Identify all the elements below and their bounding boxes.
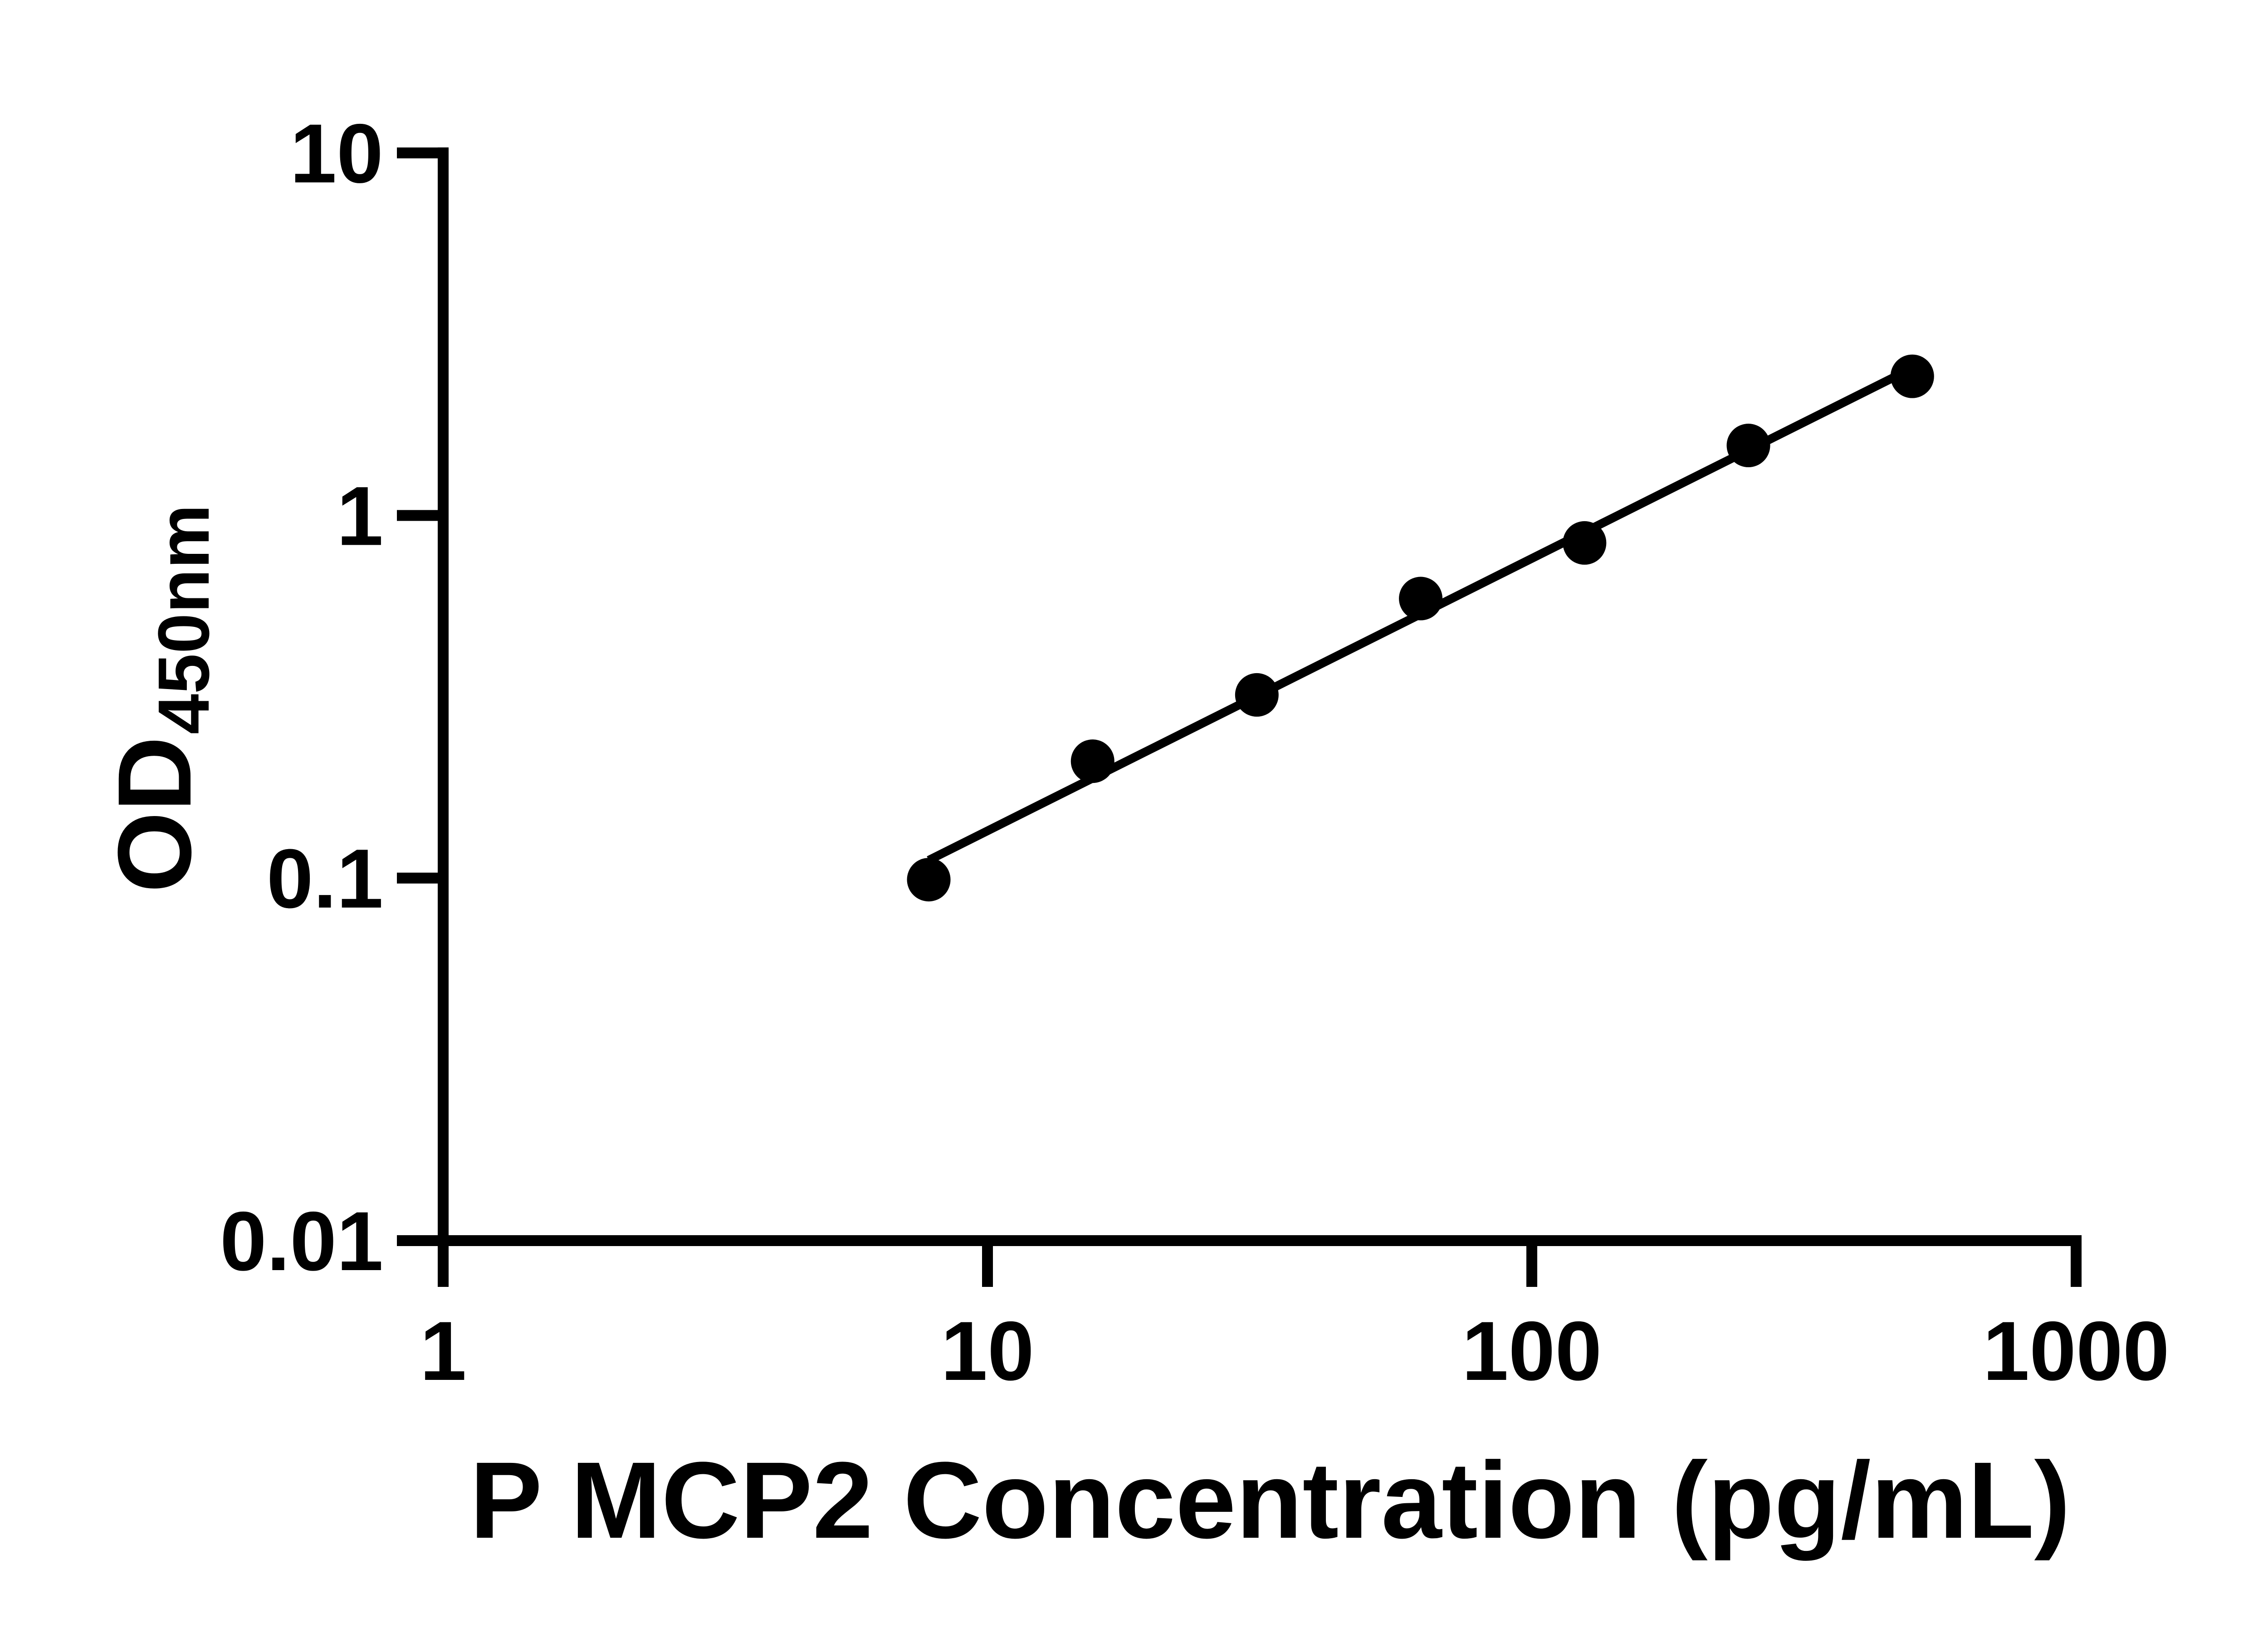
data-point — [907, 858, 951, 902]
data-point — [1563, 521, 1607, 565]
y-tick-label: 0.1 — [267, 832, 383, 926]
x-axis-title: P MCP2 Concentration (pg/mL) — [470, 1439, 2071, 1561]
y-tick-label: 10 — [290, 107, 383, 200]
y-axis-title: OD 450nm — [96, 504, 224, 893]
x-tick-label: 1000 — [1983, 1305, 2170, 1398]
data-point — [1890, 354, 1934, 398]
axes-layer — [438, 147, 2082, 1246]
tick-layer: 1 10 100 1000 10 1 0.1 0.01 — [220, 107, 2170, 1398]
x-tick-label: 100 — [1462, 1305, 1602, 1398]
x-tick-label: 1 — [420, 1305, 467, 1398]
y-axis-title-base: OD — [96, 736, 213, 893]
data-point — [1726, 424, 1770, 468]
data-point — [1399, 577, 1443, 621]
x-tick-label: 10 — [941, 1305, 1034, 1398]
data-point — [1235, 673, 1279, 717]
data-point — [1070, 739, 1114, 783]
y-tick-label: 1 — [337, 469, 383, 563]
y-tick-label: 0.01 — [220, 1195, 383, 1288]
data-layer — [907, 354, 1934, 902]
y-axis-title-sub: 450nm — [143, 504, 224, 734]
